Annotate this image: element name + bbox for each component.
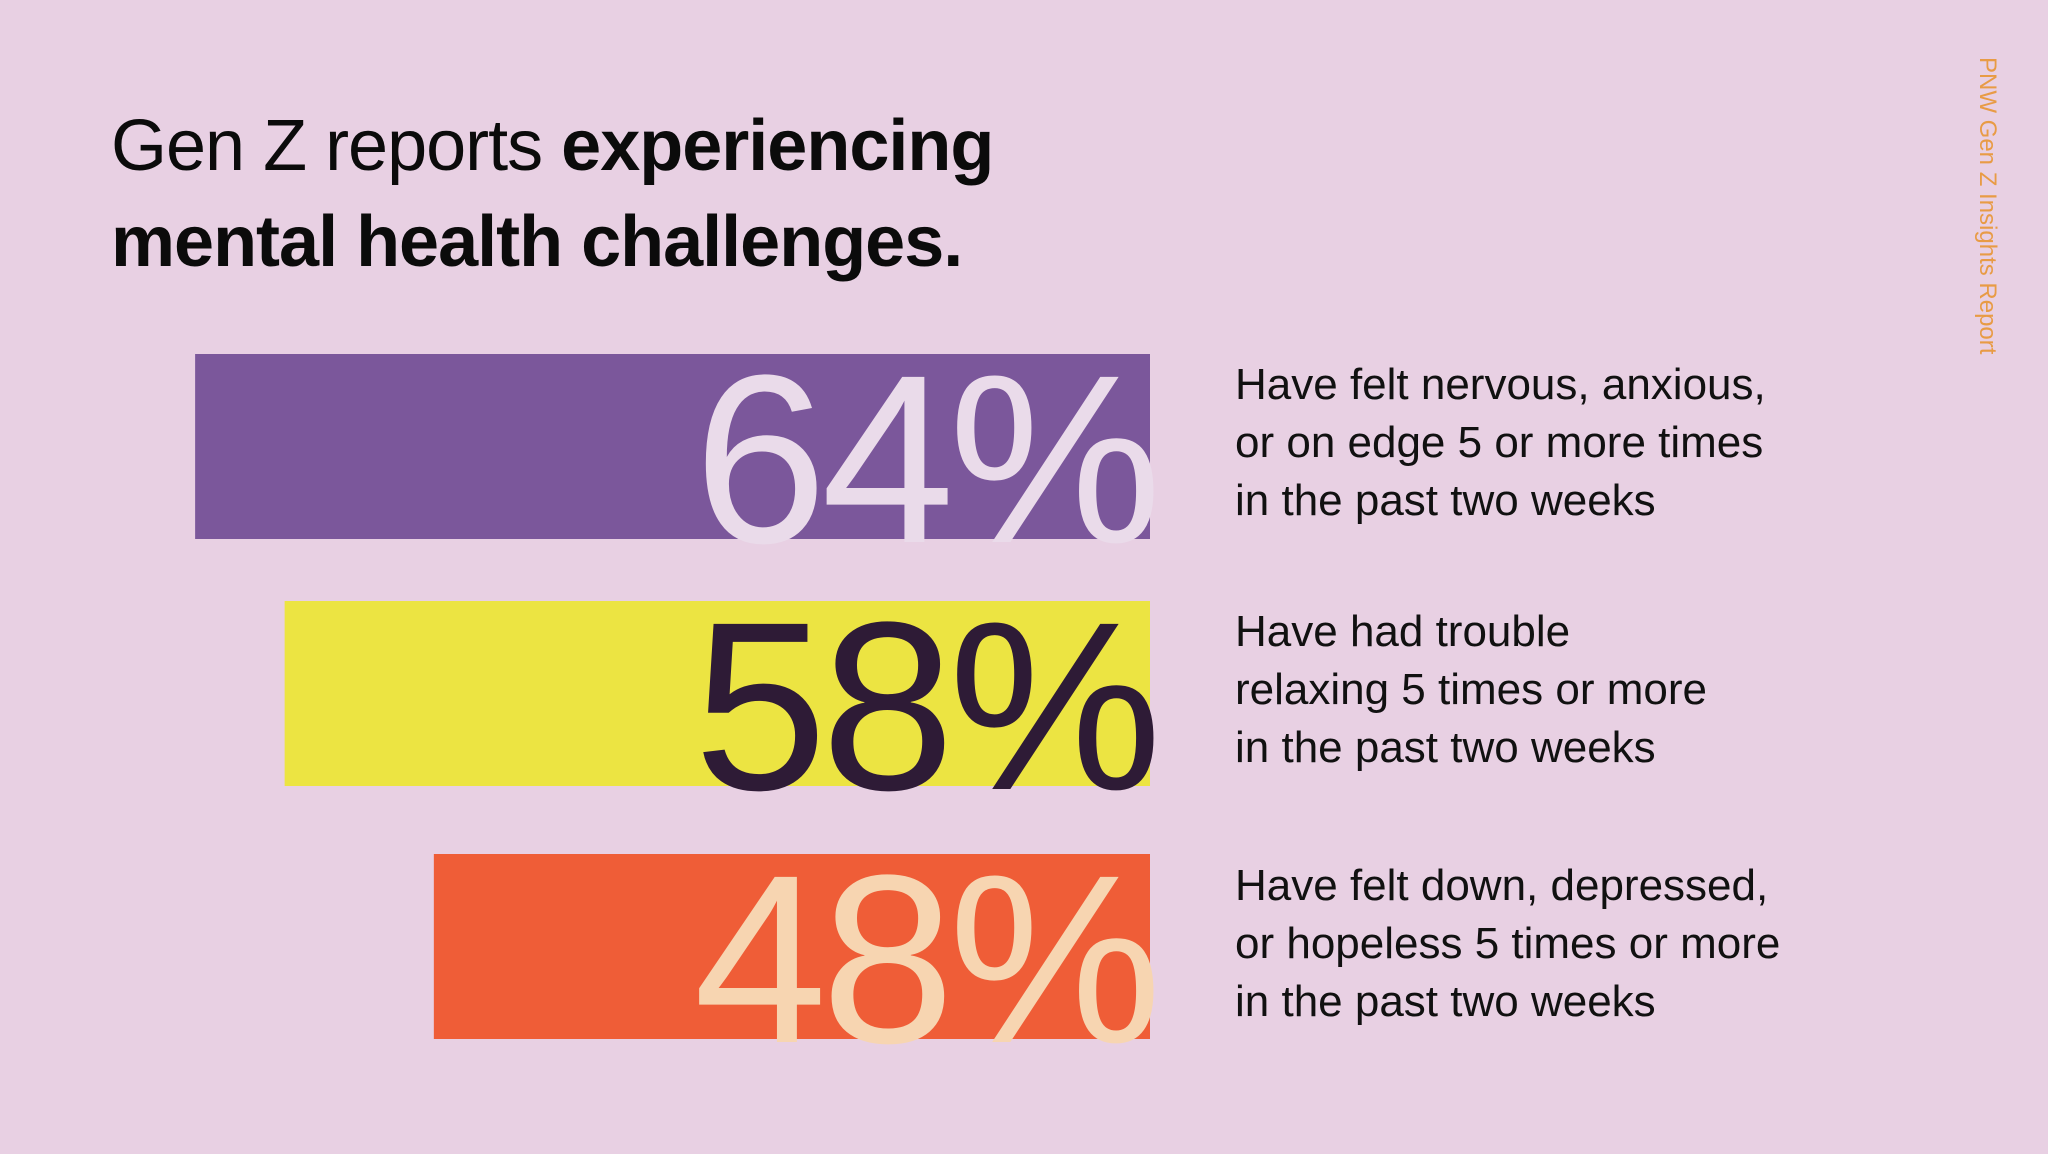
title-bold-line-1: experiencing <box>561 106 994 186</box>
stat-label-trouble-relaxing: Have had trouble relaxing 5 times or more… <box>1235 607 1707 772</box>
page-title: Gen Z reports experiencing mental health… <box>111 98 1111 290</box>
title-bold-line-2: mental health challenges. <box>111 202 963 282</box>
bar-trouble-relaxing <box>284 601 1150 786</box>
bar-anxious <box>195 354 1150 539</box>
bar-value-label-trouble-relaxing: 58% <box>694 572 1156 840</box>
bar-value-label-depressed: 48% <box>694 825 1156 1093</box>
stat-label-anxious: Have felt nervous, anxious, or on edge 5 … <box>1235 360 1766 525</box>
bar-depressed <box>433 854 1151 1039</box>
stat-label-depressed: Have felt down, depressed, or hopeless 5 … <box>1235 861 1781 1026</box>
report-side-label: PNW Gen Z Insights Report <box>1974 57 2001 355</box>
title-regular: Gen Z reports <box>111 106 562 186</box>
bar-value-label-anxious: 64% <box>694 325 1156 593</box>
